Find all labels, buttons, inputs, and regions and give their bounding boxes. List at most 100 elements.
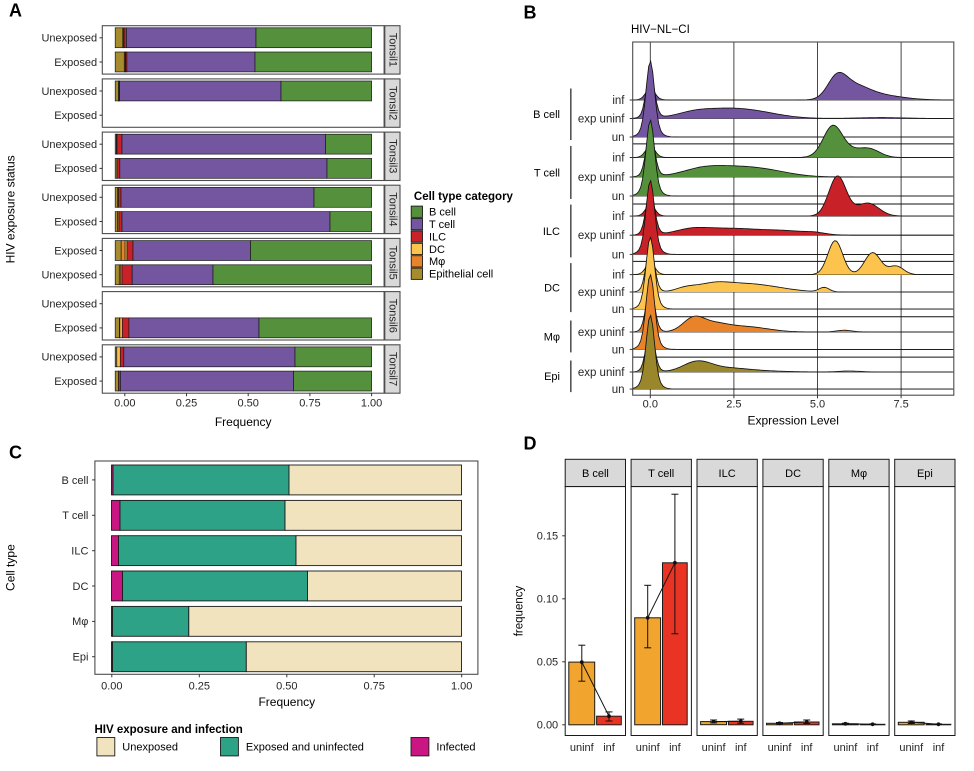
svg-text:exp uninf: exp uninf	[578, 172, 625, 184]
svg-text:1.00: 1.00	[451, 680, 472, 692]
svg-text:un: un	[612, 384, 625, 396]
svg-text:Exposed: Exposed	[54, 376, 97, 388]
svg-text:0.50: 0.50	[276, 680, 297, 692]
svg-text:exp uninf: exp uninf	[578, 287, 625, 299]
svg-text:uninf: uninf	[570, 742, 595, 754]
svg-text:B cell: B cell	[61, 475, 88, 487]
svg-text:Unexposed: Unexposed	[41, 299, 97, 311]
svg-text:Exposed and uninfected: Exposed and uninfected	[246, 742, 364, 754]
svg-text:A: A	[9, 1, 22, 21]
svg-text:Tonsil4: Tonsil4	[386, 192, 398, 226]
svg-text:Infected: Infected	[436, 742, 475, 754]
svg-text:inf: inf	[735, 742, 748, 754]
svg-text:inf: inf	[612, 211, 625, 223]
svg-text:C: C	[9, 443, 22, 463]
svg-text:Unexposed: Unexposed	[41, 139, 97, 151]
svg-text:0.25: 0.25	[189, 680, 210, 692]
svg-text:0.75: 0.75	[363, 680, 384, 692]
svg-text:T cell: T cell	[429, 219, 455, 231]
svg-text:inf: inf	[603, 742, 616, 754]
svg-text:B: B	[524, 3, 537, 23]
svg-text:HIV exposure status: HIV exposure status	[4, 155, 18, 263]
svg-text:Unexposed: Unexposed	[41, 352, 97, 364]
svg-text:Exposed: Exposed	[54, 323, 97, 335]
svg-text:HIV exposure and infection: HIV exposure and infection	[95, 724, 243, 736]
svg-text:inf: inf	[867, 742, 880, 754]
svg-text:ILC: ILC	[429, 232, 446, 244]
svg-text:B cell: B cell	[582, 468, 609, 480]
svg-text:un: un	[612, 304, 625, 316]
svg-text:Mφ: Mφ	[429, 256, 445, 268]
svg-text:0.05: 0.05	[537, 657, 558, 669]
svg-text:DC: DC	[544, 283, 560, 295]
svg-text:Exposed: Exposed	[54, 245, 97, 257]
svg-text:HIV−NL−CI: HIV−NL−CI	[631, 24, 690, 36]
svg-text:Epi: Epi	[72, 652, 88, 664]
svg-text:uninf: uninf	[899, 742, 924, 754]
svg-text:Epi: Epi	[544, 371, 560, 383]
svg-text:Tonsil1: Tonsil1	[386, 33, 398, 67]
svg-text:uninf: uninf	[636, 742, 661, 754]
svg-text:B cell: B cell	[533, 109, 560, 121]
svg-text:Unexposed: Unexposed	[122, 742, 178, 754]
svg-text:Cell type category: Cell type category	[414, 191, 514, 203]
svg-text:inf: inf	[669, 742, 682, 754]
svg-text:un: un	[612, 132, 625, 144]
svg-text:0.75: 0.75	[299, 398, 320, 410]
svg-text:Exposed: Exposed	[54, 110, 97, 122]
svg-text:un: un	[612, 249, 625, 261]
svg-text:Tonsil5: Tonsil5	[386, 245, 398, 279]
svg-text:Frequency: Frequency	[215, 415, 272, 429]
svg-text:Cell type: Cell type	[4, 544, 18, 591]
svg-text:Tonsil7: Tonsil7	[386, 352, 398, 386]
svg-text:Unexposed: Unexposed	[41, 270, 97, 282]
svg-text:Mφ: Mφ	[851, 468, 867, 480]
svg-text:Frequency: Frequency	[258, 695, 315, 709]
svg-text:T cell: T cell	[648, 468, 674, 480]
svg-text:DC: DC	[429, 244, 445, 256]
svg-text:Exposed: Exposed	[54, 57, 97, 69]
svg-text:exp uninf: exp uninf	[578, 230, 625, 242]
svg-text:frequency: frequency	[514, 586, 526, 637]
svg-text:0.25: 0.25	[176, 398, 197, 410]
svg-text:inf: inf	[933, 742, 946, 754]
svg-text:1.00: 1.00	[361, 398, 382, 410]
svg-text:inf: inf	[612, 270, 625, 282]
svg-text:T cell: T cell	[62, 510, 88, 522]
svg-text:exp uninf: exp uninf	[578, 367, 625, 379]
svg-text:Tonsil2: Tonsil2	[386, 86, 398, 120]
svg-text:exp uninf: exp uninf	[578, 327, 625, 339]
svg-text:Expression Level: Expression Level	[748, 414, 839, 428]
svg-text:0.10: 0.10	[537, 594, 558, 606]
svg-text:0.50: 0.50	[237, 398, 258, 410]
svg-text:Mφ: Mφ	[72, 616, 88, 628]
svg-text:uninf: uninf	[833, 742, 858, 754]
svg-text:2.5: 2.5	[726, 399, 741, 411]
svg-text:Tonsil6: Tonsil6	[386, 299, 398, 333]
svg-text:0.00: 0.00	[114, 398, 135, 410]
svg-text:0.0: 0.0	[643, 399, 658, 411]
svg-text:Exposed: Exposed	[54, 216, 97, 228]
svg-text:5.0: 5.0	[810, 399, 825, 411]
svg-text:0.00: 0.00	[537, 720, 558, 732]
svg-text:0.00: 0.00	[101, 680, 122, 692]
svg-text:ILC: ILC	[543, 226, 560, 238]
svg-text:Epi: Epi	[917, 468, 933, 480]
svg-text:Unexposed: Unexposed	[41, 33, 97, 45]
svg-text:ILC: ILC	[719, 468, 736, 480]
svg-text:0.15: 0.15	[537, 531, 558, 543]
svg-text:Tonsil3: Tonsil3	[386, 139, 398, 173]
svg-text:Unexposed: Unexposed	[41, 192, 97, 204]
svg-text:Mφ: Mφ	[544, 331, 560, 343]
svg-text:uninf: uninf	[768, 742, 793, 754]
svg-text:Exposed: Exposed	[54, 163, 97, 175]
svg-text:DC: DC	[785, 468, 801, 480]
svg-text:D: D	[524, 434, 537, 454]
svg-text:uninf: uninf	[702, 742, 727, 754]
svg-text:T cell: T cell	[534, 167, 560, 179]
svg-text:inf: inf	[612, 95, 625, 107]
svg-text:7.5: 7.5	[893, 399, 908, 411]
svg-text:Epithelial cell: Epithelial cell	[429, 269, 493, 281]
svg-text:inf: inf	[801, 742, 814, 754]
svg-text:un: un	[612, 191, 625, 203]
